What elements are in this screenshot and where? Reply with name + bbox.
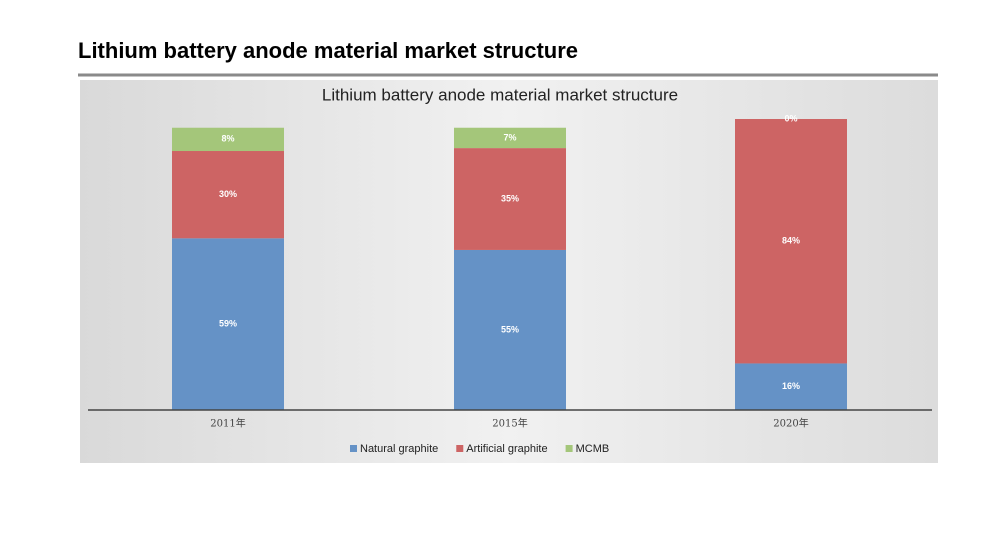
page-title: Lithium battery anode material market st… xyxy=(78,38,578,63)
bar-segment xyxy=(454,127,566,149)
legend-swatch xyxy=(456,445,464,452)
data-label: 55% xyxy=(501,324,519,334)
legend-label: MCMB xyxy=(576,443,610,455)
legend-label: Natural graphite xyxy=(360,443,438,455)
bar-segment xyxy=(735,119,847,364)
bar-segment xyxy=(454,249,566,410)
legend-swatch xyxy=(350,445,357,452)
bar-segment xyxy=(454,148,566,250)
data-label: 35% xyxy=(501,193,519,203)
data-label: 8% xyxy=(221,134,234,144)
x-tick-label: 2015年 xyxy=(492,417,527,430)
bar-segment xyxy=(172,127,284,152)
bar-segment xyxy=(172,151,284,239)
data-label: 7% xyxy=(503,132,516,142)
plot: 59% 30% 8% 2011年 55% 35% 7% 2015年 16% 84% 0% 2020年 N… xyxy=(172,113,847,455)
data-label: 16% xyxy=(782,381,800,391)
x-tick-label: 2011年 xyxy=(210,417,245,430)
legend-label: Artificial graphite xyxy=(466,443,547,455)
data-label: 59% xyxy=(219,319,237,329)
x-tick-label: 2020年 xyxy=(773,417,808,430)
data-label: 30% xyxy=(219,189,237,199)
data-label: 84% xyxy=(782,236,800,246)
chart-title: Lithium battery anode material market st… xyxy=(322,85,678,104)
bar-segment xyxy=(735,363,847,410)
data-label: 0% xyxy=(784,113,797,123)
legend-swatch xyxy=(565,445,573,452)
bar-segment xyxy=(172,238,284,410)
